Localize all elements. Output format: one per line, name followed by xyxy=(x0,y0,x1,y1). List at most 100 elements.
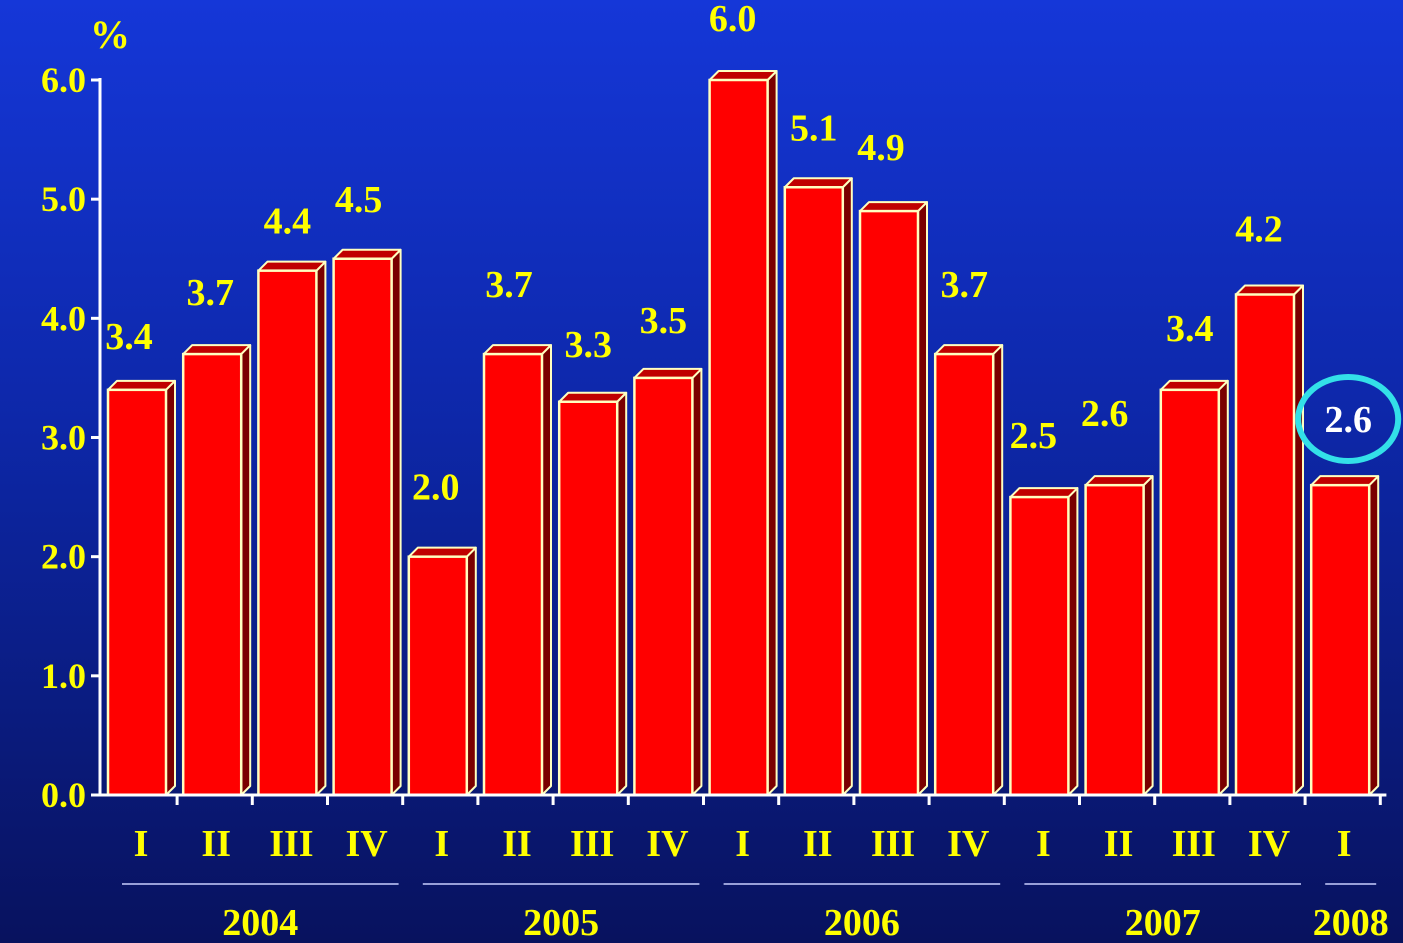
bar xyxy=(933,344,1004,797)
bar xyxy=(1234,284,1304,797)
bar-value-label: 5.1 xyxy=(790,107,838,149)
bar-top-face xyxy=(182,344,252,356)
bar-front-face xyxy=(1084,483,1145,797)
x-tick-label: I xyxy=(1337,823,1352,865)
bar-top-face xyxy=(1310,475,1380,487)
bar-value-label: 2.6 xyxy=(1081,393,1129,435)
bar-side-face xyxy=(841,177,853,796)
x-tick-label: II xyxy=(1104,823,1134,865)
x-tick-label: II xyxy=(201,823,231,865)
bar xyxy=(482,344,552,797)
bar-front-face xyxy=(1309,483,1371,797)
x-tick-label: IV xyxy=(947,823,990,865)
bar xyxy=(1159,379,1229,797)
labels-layer: 0.01.02.03.04.05.06.0I II III IV I II III IV I II… xyxy=(41,0,1402,943)
bar-value-label: 4.5 xyxy=(335,179,383,221)
bar-top-face xyxy=(558,391,628,403)
bar xyxy=(708,70,778,797)
bar xyxy=(106,379,176,797)
bar xyxy=(858,201,928,797)
bar xyxy=(783,177,853,797)
bar-top-face xyxy=(934,344,1004,356)
bar-front-face xyxy=(332,257,393,797)
bar-front-face xyxy=(557,400,619,797)
bar-front-face xyxy=(106,388,168,797)
bar-value-label: 2.0 xyxy=(412,467,460,509)
bar-value-label: 3.7 xyxy=(485,264,533,306)
bar-top-face xyxy=(633,367,703,379)
bar-value-label-highlighted: 2.6 xyxy=(1324,399,1372,441)
y-axis-unit-label: % xyxy=(90,12,130,57)
bar-side-face xyxy=(1142,475,1154,796)
x-tick-label: III xyxy=(570,823,614,865)
highlight-ring xyxy=(1295,374,1402,464)
bar-side-face xyxy=(315,260,327,796)
bar xyxy=(557,391,628,797)
bar-front-face xyxy=(407,555,469,797)
bar-top-face xyxy=(483,344,552,356)
bar-side-face xyxy=(465,546,477,796)
x-tick-label: IV xyxy=(646,823,689,865)
bar-front-face xyxy=(708,78,769,797)
x-tick-label: IV xyxy=(1248,823,1291,865)
bar-side-face xyxy=(691,367,703,796)
y-tick-label: 1.0 xyxy=(41,656,86,696)
x-tick-label: I xyxy=(735,823,750,865)
bar-value-label: 4.2 xyxy=(1235,209,1283,251)
bar-value-label: 3.7 xyxy=(186,272,234,314)
y-tick-label: 2.0 xyxy=(41,537,86,577)
bar-side-face xyxy=(917,201,928,796)
bar-front-face xyxy=(482,352,544,797)
bar-top-face xyxy=(1235,284,1304,296)
y-tick-label: 0.0 xyxy=(41,775,86,815)
y-tick-label: 4.0 xyxy=(41,298,86,338)
x-tick-label: III xyxy=(269,823,313,865)
bar-top-face xyxy=(783,177,853,189)
bar xyxy=(1084,475,1154,797)
bar-side-face xyxy=(616,391,628,796)
year-label: 2007 xyxy=(1125,902,1201,943)
bar-value-label: 3.5 xyxy=(640,300,688,342)
bar-front-face xyxy=(933,352,995,797)
y-tick-label: 6.0 xyxy=(41,60,86,100)
bar-value-label: 4.9 xyxy=(857,127,905,169)
axis-layer xyxy=(91,78,1387,885)
bar-top-face xyxy=(1084,475,1154,487)
year-label: 2006 xyxy=(824,902,900,943)
y-tick-label: 5.0 xyxy=(41,179,86,219)
x-tick-label: III xyxy=(1172,823,1216,865)
bar-side-face xyxy=(1217,379,1229,796)
bar-value-label: 6.0 xyxy=(709,0,757,40)
x-tick-label: I xyxy=(434,823,449,865)
bar-top-face xyxy=(107,379,176,391)
bar-top-face xyxy=(1009,487,1079,499)
bar-value-label: 3.4 xyxy=(1166,308,1214,350)
bar-front-face xyxy=(1159,388,1221,797)
bar-top-face xyxy=(1159,379,1229,391)
bar-value-label: 2.5 xyxy=(1010,415,1058,457)
bar-front-face xyxy=(783,186,845,797)
bar-front-face xyxy=(181,352,243,797)
bar-front-face xyxy=(1234,293,1296,797)
bar-value-label: 3.4 xyxy=(105,316,153,358)
year-label: 2008 xyxy=(1313,902,1389,943)
bar-top-face xyxy=(859,201,928,213)
bar-side-face xyxy=(541,344,552,796)
y-tick-label: 3.0 xyxy=(41,418,86,458)
bar-side-face xyxy=(992,344,1004,796)
bar-side-face xyxy=(240,344,252,796)
bar-value-label: 3.7 xyxy=(940,264,988,306)
bar-side-face xyxy=(165,379,176,796)
x-tick-label: II xyxy=(502,823,532,865)
bar-side-face xyxy=(1293,284,1304,796)
x-tick-label: II xyxy=(803,823,833,865)
x-tick-label: III xyxy=(871,823,915,865)
bar-top-face xyxy=(407,546,477,558)
bar xyxy=(332,248,402,797)
bar-top-face xyxy=(332,248,402,260)
bar-value-label: 4.4 xyxy=(264,201,312,243)
bar xyxy=(1309,475,1380,797)
bar-front-face xyxy=(858,209,920,797)
bar-side-face xyxy=(766,70,778,796)
